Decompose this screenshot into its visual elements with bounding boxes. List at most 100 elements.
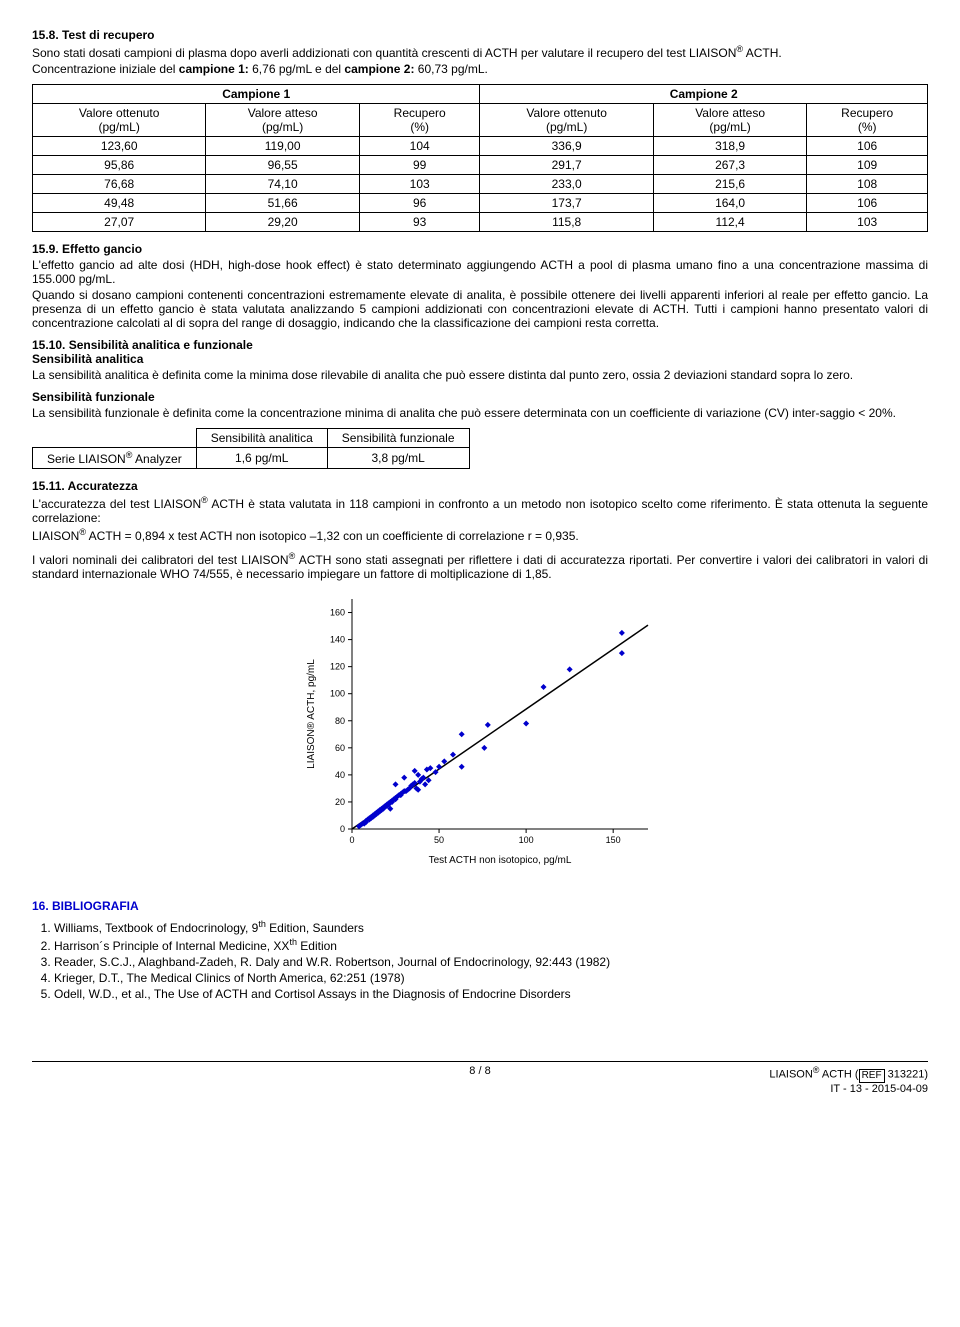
cell: 233,0 — [480, 175, 653, 194]
cell: 112,4 — [653, 213, 807, 232]
sub-analitica: Sensibilità analitica — [32, 352, 928, 366]
table-row: Campione 1 Campione 2 — [33, 85, 928, 104]
cell: 96,55 — [206, 156, 360, 175]
svg-text:0: 0 — [340, 824, 345, 834]
col-group-2: Campione 2 — [480, 85, 928, 104]
heading-15-10: 15.10. Sensibilità analitica e funzional… — [32, 338, 928, 352]
heading-15-9: 15.9. Effetto gancio — [32, 242, 928, 256]
s1510-p1: La sensibilità analitica è definita come… — [32, 368, 928, 382]
text: I valori nominali dei calibratori del te… — [32, 553, 289, 567]
col-header: Recupero (%) — [807, 104, 928, 137]
cell: 291,7 — [480, 156, 653, 175]
s1510-p2: La sensibilità funzionale è definita com… — [32, 406, 928, 420]
ref-symbol: REF — [859, 1069, 885, 1083]
text: 6,76 pg/mL e del — [249, 62, 345, 76]
row-label: Serie LIAISON® Analyzer — [33, 448, 197, 469]
cell: 3,8 pg/mL — [327, 448, 469, 469]
text: 60,73 pg/mL. — [414, 62, 487, 76]
cell: 115,8 — [480, 213, 653, 232]
table-row: 27,0729,2093115,8112,4103 — [33, 213, 928, 232]
cell: 119,00 — [206, 137, 360, 156]
s1511-p1: L'accuratezza del test LIAISON® ACTH è s… — [32, 495, 928, 525]
text: 313221) — [885, 1069, 928, 1081]
col-header: Sensibilità analitica — [196, 429, 327, 448]
sensitivity-table: Sensibilità analitica Sensibilità funzio… — [32, 428, 470, 469]
sub-funzionale: Sensibilità funzionale — [32, 390, 928, 404]
text: Serie LIAISON — [47, 452, 126, 466]
svg-text:40: 40 — [335, 770, 345, 780]
svg-text:20: 20 — [335, 797, 345, 807]
text: Concentrazione iniziale del — [32, 62, 179, 76]
recovery-table: Campione 1 Campione 2 Valore ottenuto (p… — [32, 84, 928, 232]
table-row: Valore ottenuto (pg/mL)Valore atteso (pg… — [33, 104, 928, 137]
cell: 215,6 — [653, 175, 807, 194]
page-footer: 8 / 8 LIAISON® ACTH (REF 313221) IT - 13… — [32, 1061, 928, 1095]
list-item: Odell, W.D., et al., The Use of ACTH and… — [54, 987, 928, 1001]
svg-text:100: 100 — [519, 835, 534, 845]
col-header: Recupero (%) — [359, 104, 480, 137]
heading-15-8: 15.8. Test di recupero — [32, 28, 928, 42]
list-item: Krieger, D.T., The Medical Clinics of No… — [54, 971, 928, 985]
svg-text:150: 150 — [606, 835, 621, 845]
cell: 74,10 — [206, 175, 360, 194]
cell: 99 — [359, 156, 480, 175]
svg-text:100: 100 — [330, 689, 345, 699]
s158-p1: Sono stati dosati campioni di plasma dop… — [32, 44, 928, 60]
text: ACTH = 0,894 x test ACTH non isotopico –… — [86, 529, 579, 543]
cell: 103 — [807, 213, 928, 232]
heading-bibliography: 16. BIBLIOGRAFIA — [32, 899, 928, 913]
col-header: Sensibilità funzionale — [327, 429, 469, 448]
text: ACTH ( — [819, 1069, 858, 1081]
text: campione 2: — [344, 62, 414, 76]
cell: 164,0 — [653, 194, 807, 213]
reg: ® — [79, 527, 86, 537]
s1511-p3: I valori nominali dei calibratori del te… — [32, 551, 928, 581]
cell: 51,66 — [206, 194, 360, 213]
list-item: Harrison´s Principle of Internal Medicin… — [54, 937, 928, 953]
table-row: 95,8696,5599291,7267,3109 — [33, 156, 928, 175]
cell: 173,7 — [480, 194, 653, 213]
cell: 108 — [807, 175, 928, 194]
cell: 109 — [807, 156, 928, 175]
empty-cell — [33, 429, 197, 448]
cell: 95,86 — [33, 156, 206, 175]
cell: 104 — [359, 137, 480, 156]
col-header: Valore atteso (pg/mL) — [206, 104, 360, 137]
cell: 103 — [359, 175, 480, 194]
accuracy-chart: 020406080100120140160050100150Test ACTH … — [32, 589, 928, 869]
list-item: Williams, Textbook of Endocrinology, 9th… — [54, 919, 928, 935]
svg-text:140: 140 — [330, 635, 345, 645]
table-row: Sensibilità analitica Sensibilità funzio… — [33, 429, 470, 448]
cell: 123,60 — [33, 137, 206, 156]
cell: 106 — [807, 137, 928, 156]
s159-p1: L'effetto gancio ad alte dosi (HDH, high… — [32, 258, 928, 286]
cell: 27,07 — [33, 213, 206, 232]
cell: 93 — [359, 213, 480, 232]
cell: 29,20 — [206, 213, 360, 232]
cell: 96 — [359, 194, 480, 213]
svg-text:120: 120 — [330, 662, 345, 672]
col-header: Valore ottenuto (pg/mL) — [33, 104, 206, 137]
svg-text:LIAISON® ACTH, pg/mL: LIAISON® ACTH, pg/mL — [306, 659, 317, 769]
text: campione 1: — [179, 62, 249, 76]
cell: 76,68 — [33, 175, 206, 194]
text: ACTH. — [743, 46, 782, 60]
cell: 336,9 — [480, 137, 653, 156]
cell: 267,3 — [653, 156, 807, 175]
table-row: 123,60119,00104336,9318,9106 — [33, 137, 928, 156]
s158-p2: Concentrazione iniziale del campione 1: … — [32, 62, 928, 76]
table-row: Serie LIAISON® Analyzer 1,6 pg/mL 3,8 pg… — [33, 448, 470, 469]
cell: 318,9 — [653, 137, 807, 156]
cell: 106 — [807, 194, 928, 213]
references-list: Williams, Textbook of Endocrinology, 9th… — [32, 919, 928, 1001]
cell: 49,48 — [33, 194, 206, 213]
svg-text:160: 160 — [330, 608, 345, 618]
s1511-p2: LIAISON® ACTH = 0,894 x test ACTH non is… — [32, 527, 928, 543]
text: IT - 13 - 2015-04-09 — [830, 1083, 928, 1095]
s159-p2: Quando si dosano campioni contenenti con… — [32, 288, 928, 330]
col-header: Valore ottenuto (pg/mL) — [480, 104, 653, 137]
heading-15-11: 15.11. Accuratezza — [32, 479, 928, 493]
table-row: 49,4851,6696173,7164,0106 — [33, 194, 928, 213]
svg-text:50: 50 — [434, 835, 444, 845]
svg-text:60: 60 — [335, 743, 345, 753]
